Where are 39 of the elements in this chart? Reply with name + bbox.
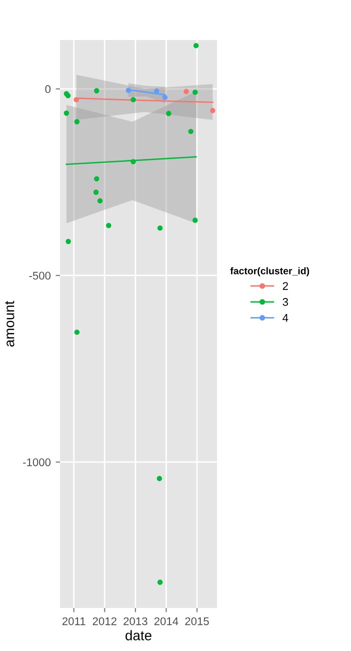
point [130, 97, 136, 102]
point [192, 90, 198, 95]
x-tick-label: 2013 [124, 617, 148, 626]
y-axis-title: amount [5, 300, 14, 347]
point [157, 225, 163, 231]
point [74, 119, 80, 124]
point [106, 222, 112, 228]
point [193, 43, 199, 48]
x-tick-label: 2014 [154, 617, 178, 626]
point [166, 110, 172, 116]
point [74, 97, 79, 102]
point [94, 88, 100, 94]
y-tick-label: -500 [29, 272, 51, 280]
x-tick-label: 2011 [62, 617, 86, 626]
legend-label: 4 [282, 314, 288, 322]
point [126, 88, 131, 93]
point [93, 190, 99, 195]
point [188, 128, 194, 134]
point [192, 218, 198, 223]
point [94, 176, 100, 182]
x-tick-label: 2015 [185, 617, 209, 626]
point [184, 88, 189, 94]
point [74, 330, 80, 335]
point [162, 94, 168, 100]
point [157, 580, 163, 585]
y-tick-label: 0 [45, 85, 51, 94]
x-axis-title: date [126, 630, 152, 640]
y-tick-label: -1000 [23, 458, 51, 466]
legend-title: factor(cluster_id) [230, 267, 310, 276]
point [154, 88, 160, 94]
x-tick-label: 2012 [92, 617, 116, 626]
point [156, 476, 162, 482]
point [210, 108, 216, 114]
legend-label: 2 [282, 282, 288, 290]
legend-label: 3 [282, 298, 288, 306]
point [130, 159, 136, 164]
point [97, 198, 103, 204]
point [64, 110, 70, 116]
point [66, 238, 71, 244]
